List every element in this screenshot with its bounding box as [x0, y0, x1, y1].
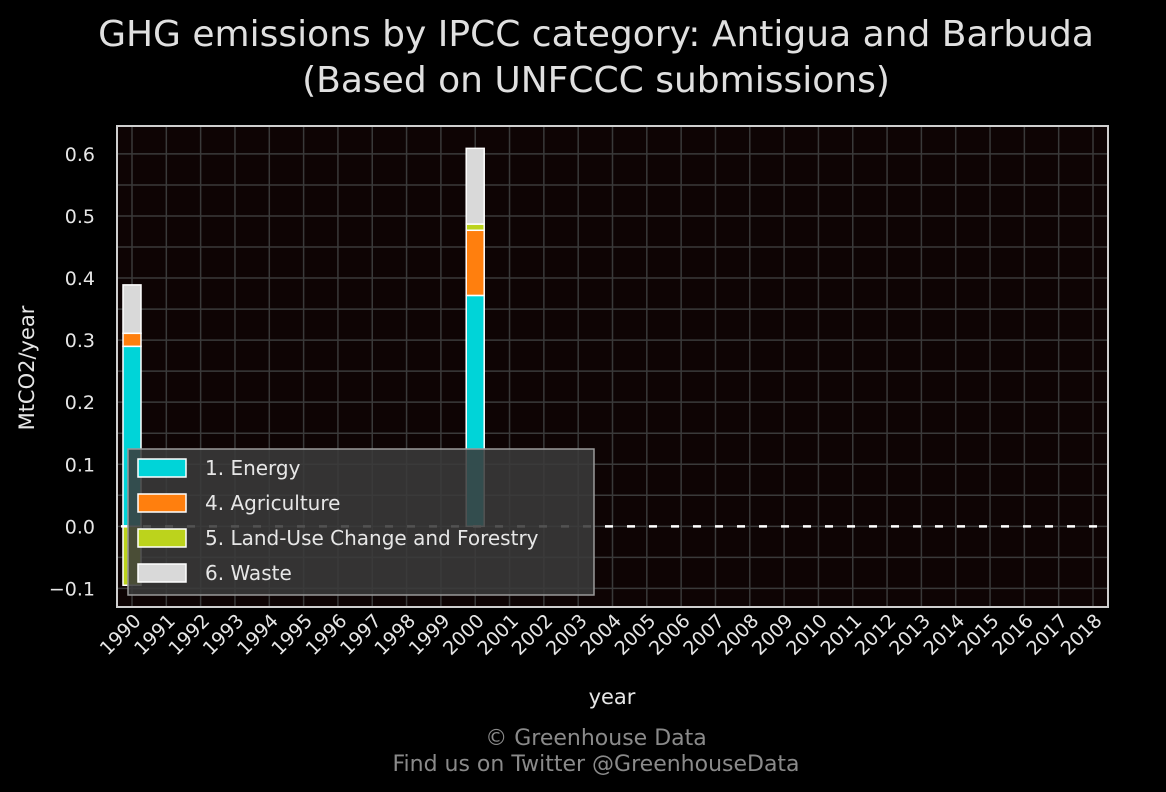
legend-swatch: [137, 563, 187, 583]
chart-title-line2: (Based on UNFCCC submissions): [302, 60, 890, 101]
y-tick-label: 0.1: [65, 454, 95, 476]
footer-copyright: © Greenhouse Data: [485, 726, 706, 751]
legend-swatch: [137, 458, 187, 478]
legend-label: 5. Land-Use Change and Forestry: [205, 526, 539, 550]
y-tick-label: 0.5: [65, 206, 95, 228]
y-tick-label: 0.6: [65, 144, 95, 166]
y-tick-label: −0.1: [49, 578, 95, 600]
legend-swatch: [137, 528, 187, 548]
y-axis-ticks: −0.1 0.0 0.1 0.2 0.3 0.4 0.5 0.6: [49, 144, 95, 600]
x-tick-label: 2018: [1057, 610, 1107, 660]
x-axis-label: year: [589, 685, 636, 709]
bar-2000-waste: [465, 147, 485, 225]
bar-1990-agriculture: [122, 332, 142, 348]
legend-label: 1. Energy: [205, 456, 301, 480]
y-axis-label: MtCO2/year: [15, 305, 39, 430]
bar-2000-land-use-change-and-forestry: [465, 223, 485, 232]
legend-box: [127, 448, 595, 596]
legend-label: 4. Agriculture: [205, 491, 340, 515]
legend: 1. Energy 4. Agriculture 5. Land-Use Chang…: [127, 448, 595, 596]
y-tick-label: 0.2: [65, 392, 95, 414]
y-tick-label: 0.0: [65, 516, 95, 538]
bar-1990-waste: [122, 284, 142, 335]
y-tick-label: 0.4: [65, 268, 95, 290]
y-tick-label: 0.3: [65, 330, 95, 352]
footer-twitter: Find us on Twitter @GreenhouseData: [392, 752, 799, 777]
legend-swatch: [137, 493, 187, 513]
plot-frame: [116, 125, 1109, 608]
x-axis-ticks: 1990199119921993199419951996199719981999…: [96, 610, 1107, 660]
bar-2000-agriculture: [465, 229, 485, 297]
legend-label: 6. Waste: [205, 561, 292, 585]
chart-title-line1: GHG emissions by IPCC category: Antigua …: [98, 14, 1094, 55]
